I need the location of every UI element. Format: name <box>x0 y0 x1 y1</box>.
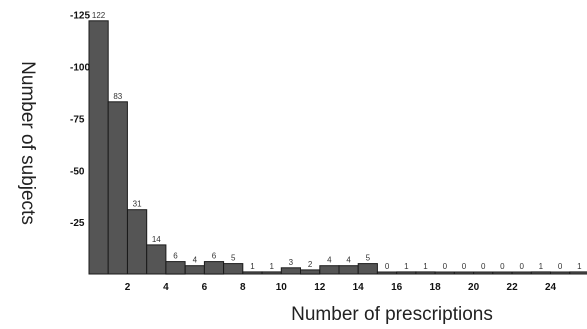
x-tick-label: 4 <box>163 282 169 293</box>
data-label-21: 0 <box>481 262 486 271</box>
bar-4 <box>146 244 167 275</box>
data-label-23: 0 <box>519 262 524 271</box>
data-label-22: 0 <box>500 262 505 271</box>
y-ticks-group: -25 -50 -75 -100 -125 <box>70 11 90 230</box>
bars-group <box>88 20 587 275</box>
x-tick-label: 22 <box>507 282 519 293</box>
x-tick-label: 18 <box>430 282 442 293</box>
data-label-10: 1 <box>269 262 274 271</box>
data-label-24: 1 <box>539 262 544 271</box>
y-tick-label: -25 <box>70 218 85 229</box>
bar-7 <box>203 261 225 275</box>
data-label-18: 1 <box>423 262 428 271</box>
bar-3 <box>127 209 148 275</box>
x-tick-label: 14 <box>353 282 365 293</box>
x-tick-label: 8 <box>240 282 246 293</box>
x-tick-label: 2 <box>125 282 131 293</box>
x-tick-label: 20 <box>468 282 480 293</box>
data-label-13: 4 <box>327 256 332 265</box>
x-axis-label: Number of prescriptions <box>291 304 493 325</box>
data-label-8: 5 <box>231 254 236 263</box>
data-label-6: 4 <box>193 256 198 265</box>
bar-5 <box>165 261 186 275</box>
data-label-17: 1 <box>404 262 409 271</box>
data-label-1: 122 <box>92 11 106 20</box>
bar-8 <box>223 263 244 275</box>
bar-12 <box>300 269 321 275</box>
x-tick-label: 12 <box>314 282 326 293</box>
x-ticks-group: 2 4 6 8 10 12 14 16 18 20 22 24 <box>125 282 557 293</box>
x-tick-label: 10 <box>276 282 288 293</box>
x-tick-label: 6 <box>202 282 208 293</box>
data-labels-group: 122 83 31 14 6 4 6 5 1 1 3 2 4 4 5 0 1 1 0 0 0 0 0 1 0 1 <box>92 11 582 271</box>
x-tick-label: 16 <box>391 282 403 293</box>
data-label-4: 14 <box>152 235 161 244</box>
data-label-3: 31 <box>133 200 142 209</box>
data-label-25: 0 <box>558 262 563 271</box>
bar-11 <box>280 267 301 275</box>
data-label-15: 5 <box>366 254 371 263</box>
data-label-9: 1 <box>250 262 255 271</box>
y-tick-label: -125 <box>70 11 90 22</box>
data-label-5: 6 <box>173 252 178 261</box>
bar-15 <box>357 263 378 275</box>
data-label-19: 0 <box>443 262 448 271</box>
data-label-7: 6 <box>212 252 217 261</box>
data-label-16: 0 <box>385 262 390 271</box>
data-label-12: 2 <box>308 260 313 269</box>
y-axis-label: Number of subjects <box>17 61 38 225</box>
data-label-11: 3 <box>289 258 294 267</box>
y-tick-label: -75 <box>70 114 85 125</box>
bar-6 <box>184 265 205 275</box>
data-label-14: 4 <box>346 256 351 265</box>
bar-2 <box>107 101 128 275</box>
bar-13 <box>319 265 340 275</box>
y-tick-label: -100 <box>70 63 90 74</box>
y-tick-label: -50 <box>70 166 85 177</box>
x-tick-label: 24 <box>545 282 557 293</box>
data-label-20: 0 <box>462 262 467 271</box>
data-label-2: 83 <box>113 92 122 101</box>
bar-14 <box>338 265 359 275</box>
data-label-26: 1 <box>577 262 582 271</box>
bar-1 <box>88 20 109 275</box>
